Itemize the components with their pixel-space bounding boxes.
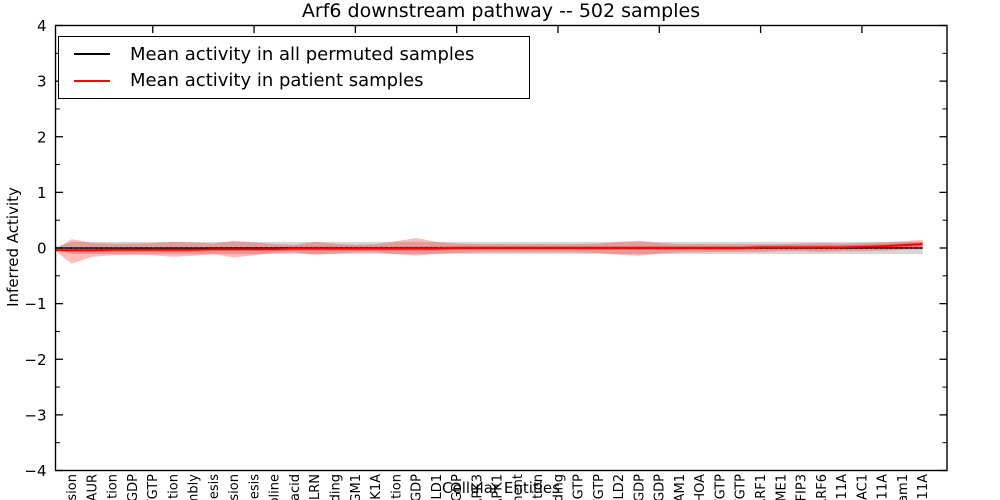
x-tick-label: MAPK1 xyxy=(491,474,506,500)
x-tick-label: RhoA/GTP xyxy=(714,474,729,500)
x-tick-label: RHOA xyxy=(693,474,708,500)
x-tick-label: cortical actin cytoskeleton organization xyxy=(166,474,181,500)
x-tick-label: PLD2 xyxy=(612,474,627,500)
x-tick-label: ARF6/GTP/RAB11FIP3/RAB11A xyxy=(916,474,931,500)
x-tick-label: liver development xyxy=(511,474,526,500)
x-tick-label: myoblast fusion xyxy=(227,474,242,500)
x-tick-label: mol:Choline xyxy=(268,474,283,500)
x-tick-label: tube morphogenesis xyxy=(207,474,222,500)
x-tick-label: mol:GM1 xyxy=(349,474,364,500)
x-tick-label: RAB11FIP3 xyxy=(795,474,810,500)
x-tick-label: MAPK3 xyxy=(470,474,485,500)
x-tick-label: mol:GTP xyxy=(572,474,587,500)
x-tick-label: ruffle organization xyxy=(389,474,404,500)
y-tick-label: −4 xyxy=(24,462,46,480)
x-tick-label: regulation of epithelial cell migration xyxy=(531,474,546,500)
y-tick-label: −1 xyxy=(24,295,46,313)
y-tick-label: 3 xyxy=(37,73,47,91)
x-tick-label: ARF6/GTP/NME1/Tiam1 xyxy=(896,474,911,500)
x-tick-label: ARF6/GDP xyxy=(410,474,425,500)
legend-item-label: Mean activity in patient samples xyxy=(130,70,424,92)
x-tick-label: PLAUR xyxy=(85,474,100,500)
x-tick-label: mol:Phosphatidic acid xyxy=(288,474,303,500)
x-tick-label: regulation of axonogenesis xyxy=(248,474,263,500)
legend-item-patient: Mean activity in patient samples xyxy=(74,70,529,91)
patient-band-outer xyxy=(55,238,923,264)
y-tick-label: 2 xyxy=(37,128,47,146)
x-tick-label: ARF1 xyxy=(754,474,769,500)
patient-line-swatch xyxy=(74,79,110,82)
legend-item-label: Mean activity in all permuted samples xyxy=(130,43,475,65)
x-tick-label: ARF1/GTP xyxy=(734,474,749,500)
y-tick-label: −3 xyxy=(24,406,46,424)
x-tick-label: Rac1/GDP xyxy=(653,474,668,500)
chart-title: Arf6 downstream pathway -- 502 samples xyxy=(301,0,701,22)
x-tick-label: ARF1/GDP xyxy=(450,474,465,500)
y-axis-label: Inferred Activity xyxy=(4,187,22,307)
x-tick-label: KALRN xyxy=(308,474,323,500)
x-tick-label: mol:GDP xyxy=(126,474,141,500)
x-tick-label: PLD1 xyxy=(430,474,445,500)
y-tick-label: 0 xyxy=(37,240,47,258)
x-tick-label: RAB11FIP3/RAB11A xyxy=(876,474,891,500)
x-tick-label: fibronectin binding xyxy=(329,474,344,500)
y-tick-label: 1 xyxy=(37,184,47,202)
x-tick-label: Rac1/GTP xyxy=(146,474,161,500)
y-tick-label: 4 xyxy=(37,17,47,35)
x-tick-label: ARF6/GTP xyxy=(592,474,607,500)
x-tick-label: regulation of calcium-dependent cell-cel… xyxy=(65,474,80,500)
x-tick-label: PIP5K1A xyxy=(369,474,384,500)
x-tick-label: lamellipodium assembly xyxy=(187,474,202,500)
x-tick-label: actin filament bundle formation xyxy=(106,474,121,500)
x-tick-label: RhoA/GDP xyxy=(632,474,647,500)
patient-mean-line xyxy=(55,243,923,252)
x-tick-label: TIAM1 xyxy=(673,474,688,500)
x-tick-label: ARF6 xyxy=(815,474,830,500)
y-tick-label: −2 xyxy=(24,351,46,369)
x-tick-label: RAB11A xyxy=(835,474,850,500)
x-tick-label: RAC1 xyxy=(855,474,870,500)
x-tick-label: NME1 xyxy=(774,474,789,500)
x-axis-label: Cellular Entities xyxy=(442,479,560,497)
legend-item-permuted: Mean activity in all permuted samples xyxy=(74,44,529,65)
legend: Mean activity in all permuted samples Me… xyxy=(58,36,530,99)
permuted-line-swatch xyxy=(74,53,110,56)
x-tick-label: substrate adhesion-dependent cell spread… xyxy=(551,474,566,500)
